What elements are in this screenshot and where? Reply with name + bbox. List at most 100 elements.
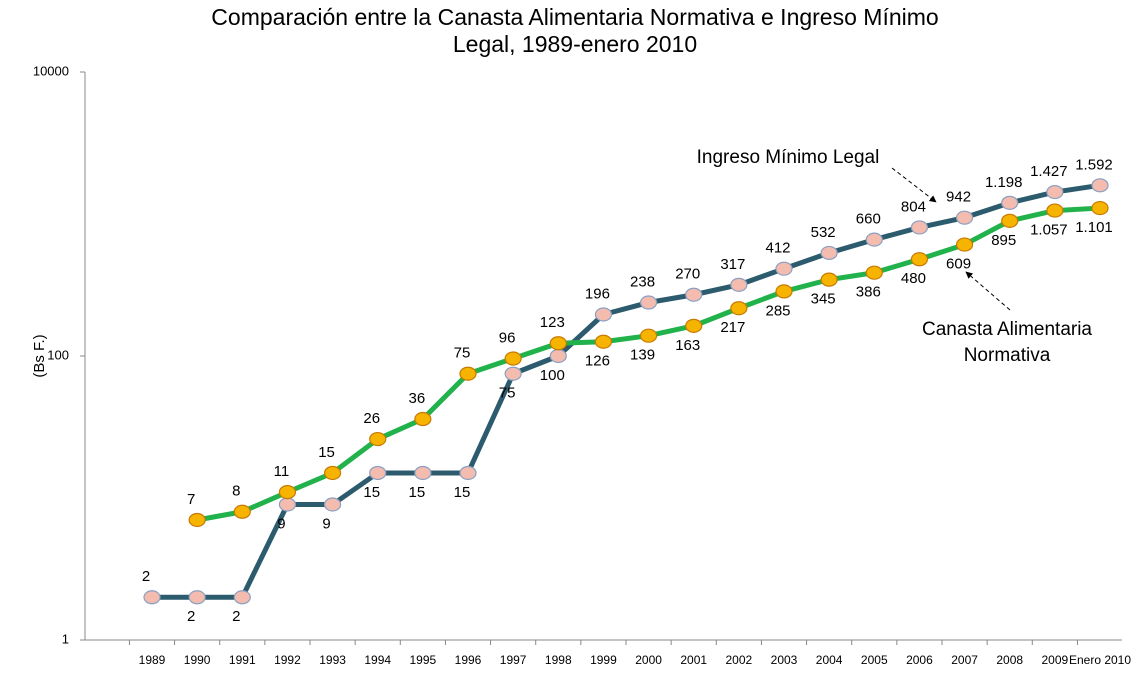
y-tick-label: 100 [47,347,69,362]
data-label: 345 [811,291,836,308]
data-point [685,318,703,333]
x-tick-label: 1998 [545,653,572,667]
data-point [549,336,567,351]
data-label: 26 [363,410,380,427]
data-label: 412 [765,240,790,257]
data-label: 609 [946,256,971,273]
x-tick-label: 2008 [996,653,1023,667]
x-tick-label: 2000 [635,653,662,667]
data-point [685,287,703,302]
data-label: 217 [720,319,745,336]
data-label: 2 [232,608,240,625]
data-point [369,431,387,447]
data-point [639,328,658,343]
x-tick-label: 2004 [816,653,843,667]
data-point [143,590,161,605]
x-tick-label: 1989 [139,653,166,667]
data-point [504,366,522,381]
x-tick-label: 2005 [861,653,888,667]
data-label: 36 [409,390,426,407]
data-label: 238 [630,273,655,290]
data-point [549,348,567,364]
data-point [414,465,432,481]
x-tick-label: 2001 [680,653,707,667]
data-point [1091,178,1109,193]
data-label: 1.101 [1075,219,1113,236]
data-point [278,485,297,500]
data-point [278,497,297,512]
data-point [820,245,838,261]
data-point [910,220,929,235]
data-point [323,497,342,512]
data-point [910,252,929,267]
data-label: 9 [322,515,330,532]
data-label: 139 [630,347,655,364]
chart-title: Legal, 1989-enero 2010 [453,31,697,57]
series-line [152,182,1101,600]
data-point [594,334,613,349]
x-tick-label: Enero 2010 [1069,653,1131,667]
x-tick-label: 1999 [590,653,617,667]
x-tick-label: 2007 [951,653,978,667]
data-point [1001,195,1019,210]
data-label: 1.198 [985,174,1023,191]
x-tick-label: 1993 [319,653,346,667]
annotation-arrow [891,167,937,203]
data-label: 532 [811,224,836,241]
data-point [594,307,613,322]
data-label: 1.427 [1030,163,1068,180]
data-point [865,232,883,247]
y-axis-label: (Bs F.) [31,334,48,377]
data-label: 75 [454,345,471,362]
x-tick-label: 1995 [410,653,437,667]
data-label: 123 [540,314,565,331]
data-label: 11 [274,463,290,480]
y-tick-label: 10000 [33,63,69,78]
annotation: Normativa [964,345,1051,366]
data-label: 1.057 [1030,222,1068,239]
x-tick-label: 1996 [455,653,482,667]
data-point [730,277,748,292]
data-label: 386 [856,284,881,301]
data-point [955,237,974,252]
x-tick-label: 2002 [726,653,753,667]
data-point [1046,203,1064,218]
data-point [188,590,206,605]
data-label: 8 [232,483,240,500]
data-label: 196 [585,285,610,302]
data-label: 317 [720,256,745,273]
x-tick-label: 1997 [500,653,527,667]
data-label: 15 [454,484,471,501]
data-label: 2 [142,568,150,585]
annotation: Canasta Alimentaria [922,319,1092,340]
data-point [1046,184,1064,200]
data-point [775,261,793,276]
data-label: 660 [856,211,881,228]
data-point [730,301,748,316]
data-point [414,411,432,427]
data-point [459,366,477,381]
data-label: 480 [901,270,926,287]
data-label: 804 [901,198,926,215]
data-label: 9 [277,515,285,532]
data-label: 2 [187,608,195,625]
data-point [233,590,251,605]
data-point [459,465,477,481]
data-point [323,465,342,481]
chart-title: Comparación entre la Canasta Alimentaria… [211,4,938,30]
data-point [1001,213,1019,228]
y-tick-label: 1 [62,631,69,646]
data-point [188,512,206,528]
data-label: 126 [585,353,610,370]
data-label: 1.592 [1075,156,1113,173]
annotation-arrow [965,271,1011,311]
data-point [865,265,883,280]
data-label: 75 [499,385,516,402]
data-point [775,284,793,299]
data-label: 96 [499,329,516,346]
x-tick-label: 2006 [906,653,933,667]
x-tick-label: 1990 [184,653,211,667]
data-label: 15 [318,444,335,461]
annotation: Ingreso Mínimo Legal [697,147,880,168]
